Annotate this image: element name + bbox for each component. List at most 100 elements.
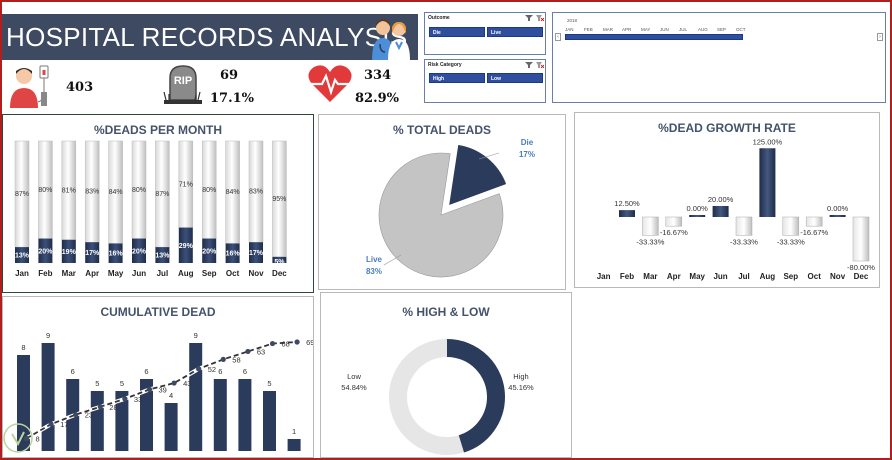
total-deads-panel: % TOTAL DEADS Die 17% Live 83% [318,114,566,290]
cum-bar-label-feb: 9 [46,331,50,340]
live-label-dec: 95% [272,196,286,203]
timeline-month-feb[interactable]: FEB [584,27,593,32]
filter-icon[interactable] [525,62,533,68]
clear-filter-icon[interactable] [536,62,544,68]
cum-bar-label-mar: 6 [71,367,75,376]
live-label-aug: 71% [179,181,193,188]
rip-label: RIP [174,75,192,87]
outcome-option-die[interactable]: Die [429,27,485,37]
cumulative-dead-chart: 8965 56496 651817232833394352586368 69 [3,297,313,457]
cum-point-aug [196,366,201,371]
timeline-month-jun[interactable]: JUN [660,27,669,32]
timeline-scroll-left[interactable]: ‹ [555,33,561,41]
timeline-month-may[interactable]: MAY [641,27,650,32]
timeline-month-aug[interactable]: AUG [698,27,708,32]
growth-label-sep: -33.33% [777,237,805,246]
cum-bar-label-apr: 5 [95,379,99,388]
x-tick-sep: Sep [202,269,217,278]
cum-point-mar [73,412,78,417]
donut-label-low-value: 54.84% [341,383,367,392]
live-label-sep: 80% [202,187,216,194]
high-low-chart: High 45.16% Low 54.84% [321,293,571,457]
cum-point-label-apr: 28 [109,403,117,412]
cum-point-label-mar: 23 [85,411,93,420]
growth-bar-nov [830,215,846,217]
cum-point-label-aug: 52 [208,365,216,374]
risk-option-high[interactable]: High [429,73,485,83]
donut-label-high-name: High [513,372,528,381]
cum-bar-jul [165,403,178,451]
dead-label-jul: 13% [155,253,170,260]
cum-point-label-dec: 69 [306,338,313,347]
risk-option-low[interactable]: Low [487,73,543,83]
cum-point-nov [270,341,275,346]
timeline-month-mar[interactable]: MAR [603,27,613,32]
patient-icon [8,62,54,108]
live-label-jul: 87% [155,191,169,198]
outcome-slicer-title: Outcome [428,15,450,21]
cum-point-apr [98,404,103,409]
growth-bar-jul [736,217,752,235]
x-tick-mar: Mar [643,272,657,281]
donut-label-low-name: Low [347,372,361,381]
cum-point-sep [221,357,226,362]
dead-label-nov: 17% [249,250,264,257]
pie-label-live-value: 83% [366,267,382,276]
kpi-lives: 334 [364,68,391,83]
dead-label-oct: 16% [226,251,241,258]
dead-label-jan: 13% [15,253,30,260]
timeline-month-apr[interactable]: APR [622,27,631,32]
timeline-scroll-right[interactable]: › [877,33,883,41]
cum-bar-feb [42,343,55,451]
growth-bar-apr [666,217,682,226]
cum-point-label-oct: 63 [257,347,265,356]
cum-bar-label-aug: 9 [194,331,198,340]
cum-bar-label-dec: 1 [292,427,296,436]
growth-bar-sep [783,217,799,235]
timeline-month-oct[interactable]: OCT [736,27,746,32]
x-tick-jun: Jun [132,269,146,278]
cum-bar-aug [189,343,202,451]
live-label-feb: 80% [38,187,52,194]
timeline-selection-bar[interactable] [565,34,743,40]
cum-point-feb [49,422,54,427]
heartbeat-icon [306,62,354,104]
cum-point-jun [147,387,152,392]
timeline-month-sep[interactable]: SEP [717,27,726,32]
kpi-deads-pct: 17.1% [210,91,254,106]
x-tick-nov: Nov [830,272,846,281]
growth-label-dec: -80.00% [847,263,875,272]
live-label-jan: 87% [15,191,29,198]
pie-label-live-name: Live [366,255,383,264]
cum-bar-oct [238,379,251,451]
growth-label-apr: -16.67% [660,228,688,237]
growth-bar-feb [619,210,635,217]
dead-label-sep: 20% [202,248,217,255]
dead-label-mar: 19% [62,249,77,256]
x-tick-apr: Apr [85,269,99,278]
growth-label-jul: -33.33% [730,237,758,246]
cum-bar-label-oct: 6 [243,367,247,376]
cum-bar-label-jan: 8 [21,343,25,352]
filter-icon[interactable] [525,15,533,21]
timeline-slicer: 2018 JAN FEB MAR APR MAY JUN JUL AUG SEP OCT ‹ › [552,12,886,103]
cum-point-label-nov: 68 [282,340,290,349]
cumulative-dead-panel: CUMULATIVE DEAD 8 9 6 5 5 6 4 9 6 6 5 1 8 17 23 28 33 39 4… [2,296,314,458]
cum-point-label-jul: 43 [183,379,191,388]
x-tick-jul: Jul [157,269,169,278]
timeline-month-jan[interactable]: JAN [565,27,574,32]
timeline-month-jul[interactable]: JUL [679,27,687,32]
tombstone-icon: RIP [160,62,206,106]
x-tick-may: May [689,272,705,281]
cum-bar-label-sep: 6 [218,367,222,376]
cum-point-label-jun: 39 [159,385,167,394]
x-tick-oct: Oct [808,272,822,281]
clear-filter-icon[interactable] [536,15,544,21]
kpi-deads: 69 [220,68,238,83]
outcome-option-live[interactable]: Live [487,27,543,37]
x-tick-jan: Jan [15,269,29,278]
dead-label-feb: 20% [38,248,53,255]
growth-bar-dec [853,217,869,261]
deads-per-month-panel: %DEADS PER MONTH 87% 13% Jan 80% 20% Feb 81% 19… [2,114,314,293]
growth-label-nov: 0.00% [827,204,849,213]
